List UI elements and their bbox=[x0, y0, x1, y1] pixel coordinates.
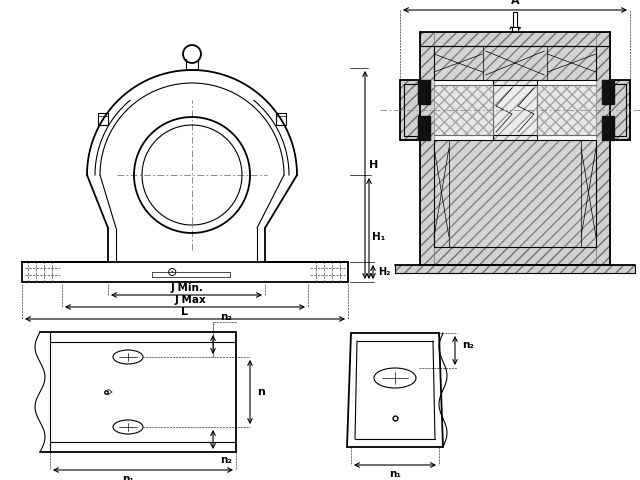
Text: n₂: n₂ bbox=[220, 312, 232, 322]
Text: n₂: n₂ bbox=[220, 455, 232, 465]
Bar bbox=[434, 32, 596, 46]
Bar bbox=[602, 116, 614, 140]
Text: H₂: H₂ bbox=[378, 267, 390, 277]
Bar bbox=[434, 247, 596, 265]
Bar bbox=[602, 80, 614, 104]
Text: n₂: n₂ bbox=[462, 340, 474, 350]
Bar bbox=[418, 80, 430, 104]
Bar bbox=[493, 80, 537, 140]
Bar bbox=[418, 116, 430, 140]
Bar bbox=[610, 80, 630, 140]
Text: J Max: J Max bbox=[174, 295, 206, 305]
Text: J Min.: J Min. bbox=[170, 283, 203, 293]
Bar bbox=[276, 113, 286, 125]
Bar bbox=[395, 265, 635, 273]
Text: ⊙: ⊙ bbox=[167, 265, 177, 278]
Text: A: A bbox=[511, 0, 519, 6]
Text: n: n bbox=[257, 387, 265, 397]
Text: L: L bbox=[182, 307, 189, 317]
Bar bbox=[596, 32, 610, 265]
Bar bbox=[420, 32, 434, 265]
Bar bbox=[434, 85, 493, 135]
Text: H: H bbox=[369, 160, 379, 170]
Bar bbox=[537, 85, 596, 135]
Text: n₁: n₁ bbox=[122, 474, 134, 480]
Bar bbox=[98, 113, 108, 125]
Text: n₁: n₁ bbox=[389, 469, 401, 479]
Bar bbox=[434, 140, 596, 247]
Text: H₁: H₁ bbox=[372, 231, 386, 241]
Bar bbox=[434, 46, 596, 80]
Bar bbox=[400, 80, 420, 140]
